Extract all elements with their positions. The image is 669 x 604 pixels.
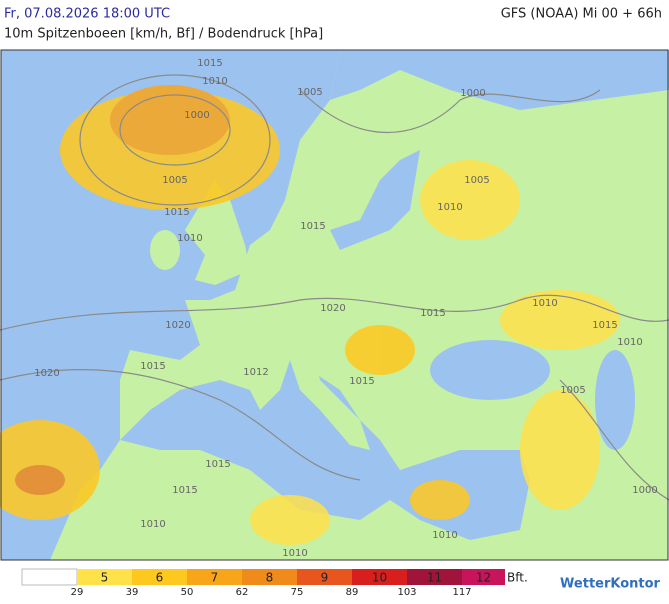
legend-label: 10 <box>372 571 387 585</box>
isobar-label: 1015 <box>197 58 222 69</box>
isobar-label: 1020 <box>34 368 59 379</box>
model: GFS (NOAA) Mi 00 + 66h <box>501 7 662 22</box>
isobar-label: 1010 <box>177 233 202 244</box>
legend-label: 8 <box>266 571 274 585</box>
legend-swatch <box>462 569 505 585</box>
legend-threshold: 29 <box>71 587 84 598</box>
legend-label: 5 <box>101 571 109 585</box>
date: Fr, 07.08.2026 18:00 UTC <box>4 7 170 22</box>
isobar-label: 1000 <box>184 110 209 121</box>
legend-label: 9 <box>321 571 329 585</box>
subtitle: 10m Spitzenboeen [km/h, Bf] / Bodendruck… <box>4 27 323 42</box>
isobar-label: 1010 <box>432 530 457 541</box>
legend-swatch <box>297 569 352 585</box>
isobar-label: 1010 <box>437 202 462 213</box>
legend-label: 11 <box>427 571 442 585</box>
isobar-label: 1010 <box>282 548 307 559</box>
legend-swatch <box>187 569 242 585</box>
legend-swatch <box>242 569 297 585</box>
isobar-label: 1015 <box>164 207 189 218</box>
logo: WetterKontor <box>560 577 661 592</box>
legend-swatch <box>132 569 187 585</box>
legend-swatch <box>352 569 407 585</box>
legend-label: 6 <box>156 571 164 585</box>
legend-threshold: 50 <box>181 587 194 598</box>
isobar-label: 1005 <box>464 175 489 186</box>
legend-threshold: 103 <box>397 587 416 598</box>
legend-threshold: 62 <box>236 587 249 598</box>
isobar-label: 1010 <box>617 337 642 348</box>
isobar-label: 1015 <box>300 221 325 232</box>
legend-label: 12 <box>476 571 491 585</box>
isobar-label: 1000 <box>460 88 485 99</box>
isobar-label: 1020 <box>165 320 190 331</box>
isobar-label: 1015 <box>420 308 445 319</box>
isobar-label: 1012 <box>243 367 268 378</box>
isobar-label: 1010 <box>202 76 227 87</box>
legend-swatch <box>407 569 462 585</box>
isobar-label: 1000 <box>632 485 657 496</box>
isobar-label: 1005 <box>297 87 322 98</box>
isobar-label: 1015 <box>140 361 165 372</box>
isobar-label: 1015 <box>205 459 230 470</box>
isobar-label: 1015 <box>349 376 374 387</box>
legend-unit: Bft. <box>507 571 528 585</box>
isobar-label: 1010 <box>140 519 165 530</box>
legend-threshold: 75 <box>291 587 304 598</box>
legend-swatch <box>77 569 132 585</box>
isobar-label: 1020 <box>320 303 345 314</box>
legend-threshold: 117 <box>452 587 471 598</box>
isobar-label: 1005 <box>560 385 585 396</box>
legend-threshold: 39 <box>126 587 139 598</box>
isobar-label: 1015 <box>172 485 197 496</box>
legend-label: 7 <box>211 571 219 585</box>
legend-threshold: 89 <box>346 587 359 598</box>
isobar-label: 1010 <box>532 298 557 309</box>
isobar-label: 1005 <box>162 175 187 186</box>
isobar-label: 1015 <box>592 320 617 331</box>
